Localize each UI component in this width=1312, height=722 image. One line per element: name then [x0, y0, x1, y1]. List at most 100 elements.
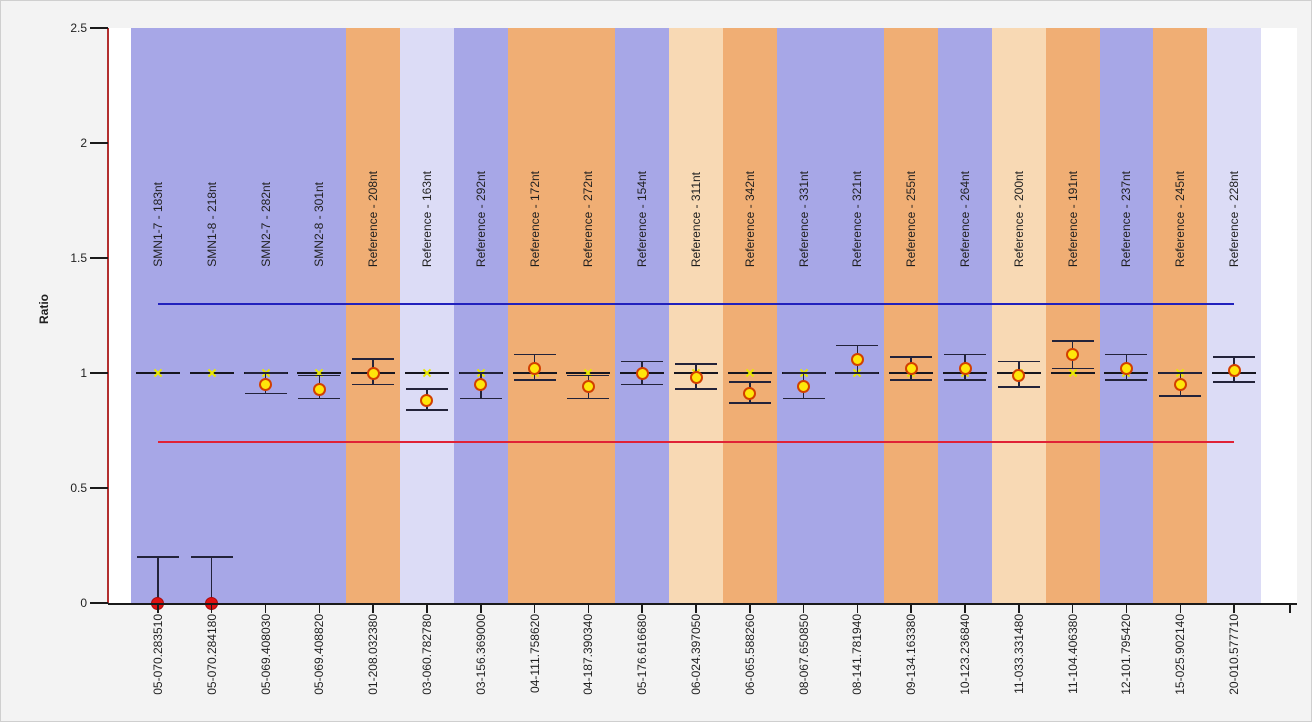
probe-label: Reference - 342nt [742, 170, 757, 267]
data-point-marker [581, 380, 595, 394]
data-point-marker [743, 387, 757, 401]
error-bar-cap-bottom [1105, 379, 1148, 381]
error-bar-cap-top [136, 556, 179, 558]
x-tick-label: 05-069.408820 [312, 614, 327, 695]
probe-label: SMN2-8 - 301nt [312, 182, 327, 267]
probe-band [400, 28, 455, 603]
expected-ratio-marker [422, 368, 432, 378]
error-bar-cap-top [405, 388, 448, 390]
x-tick [856, 603, 859, 613]
x-tick [749, 603, 751, 613]
probe-band [561, 28, 616, 603]
probe-band [669, 28, 724, 603]
y-tick [90, 27, 108, 29]
error-bar-cap-bottom [997, 386, 1040, 388]
x-tick [1233, 603, 1235, 613]
error-bar-cap-bottom [836, 372, 879, 374]
x-tick [533, 603, 536, 613]
x-tick-label: 08-141.781940 [850, 614, 865, 695]
lower-limit-line [157, 441, 1235, 443]
probe-band [722, 28, 778, 603]
x-tick-label: 01-208.032380 [366, 614, 381, 695]
error-bar-cap-bottom [352, 383, 395, 386]
error-bar-cap-top [513, 353, 556, 356]
error-bar-cap-bottom [513, 379, 556, 381]
x-tick [1071, 603, 1074, 613]
probe-band [238, 28, 293, 603]
error-bar-cap-bottom [944, 379, 987, 381]
error-bar-cap-bottom [890, 379, 933, 381]
x-tick [802, 603, 805, 613]
y-tick [90, 487, 108, 489]
probe-label: Reference - 255nt [904, 170, 919, 267]
probe-band [453, 28, 509, 603]
data-point-marker [474, 378, 488, 391]
error-bar-cap-top [836, 344, 879, 347]
error-bar-cap-top [1051, 340, 1094, 342]
probe-label: Reference - 292nt [473, 170, 488, 267]
probe-label: SMN1-8 - 218nt [204, 182, 219, 267]
probe-band [615, 28, 670, 603]
x-tick-label: 06-024.397050 [689, 614, 703, 695]
error-bar-cap-bottom [1051, 367, 1094, 370]
probe-band [776, 28, 831, 603]
probe-label: Reference - 321nt [850, 170, 865, 267]
probe-label: Reference - 272nt [581, 170, 596, 267]
y-tick-label: 1 [80, 366, 87, 380]
data-point-marker [1066, 348, 1080, 362]
probe-label: Reference - 245nt [1173, 170, 1188, 267]
error-bar-cap-top [621, 360, 664, 363]
x-tick [480, 603, 482, 613]
error-bar-cap-bottom [567, 397, 610, 400]
probe-band [830, 28, 885, 603]
data-point-marker [689, 371, 703, 385]
y-tick-label: 2.5 [70, 21, 87, 35]
error-bar-cap-top [298, 374, 341, 377]
x-tick-label: 05-176.616680 [635, 614, 650, 695]
expected-ratio-marker [153, 368, 163, 378]
data-point-marker [420, 394, 434, 408]
x-tick [264, 603, 267, 613]
y-tick [90, 142, 108, 144]
x-tick-label: 12-101.795420 [1119, 614, 1134, 695]
data-point-marker [1173, 378, 1187, 391]
error-bar-cap-top [728, 381, 771, 383]
error-bar-cap-top [1159, 372, 1202, 374]
error-bar-cap-top [459, 372, 502, 374]
x-tick [641, 603, 643, 613]
data-point-marker [259, 378, 273, 391]
y-axis-title: Ratio [37, 294, 51, 324]
x-tick [210, 603, 213, 613]
error-bar-cap-top [352, 358, 395, 360]
x-tick-label: 03-156.369000 [473, 614, 488, 695]
data-point-marker [312, 382, 326, 396]
error-bar-cap-top [190, 556, 233, 558]
error-bar-cap-top [782, 372, 825, 374]
error-bar-cap-top [567, 374, 610, 377]
x-tick-label: 11-033.331480 [1011, 614, 1026, 694]
error-bar-cap-bottom [244, 392, 287, 395]
data-point-marker [1119, 361, 1133, 375]
error-bar-cap-bottom [459, 397, 502, 400]
x-tick-label: 10-123.236840 [958, 614, 973, 695]
x-tick-label: 04-111.758620 [527, 614, 542, 693]
error-bar-cap-top [1105, 353, 1148, 356]
x-tick-label: 05-070.284180 [204, 614, 219, 695]
x-tick-label: 09-134.163380 [904, 614, 919, 695]
probe-label: SMN2-7 - 282nt [258, 182, 273, 267]
probe-band [991, 28, 1047, 603]
probe-band [507, 28, 562, 603]
x-tick [157, 603, 159, 613]
x-tick-label: 05-069.408030 [258, 614, 273, 695]
y-tick-label: 0 [80, 596, 87, 610]
probe-band [1045, 28, 1101, 603]
x-tick-label: 20-010.577710 [1227, 614, 1242, 695]
data-point-marker [850, 352, 864, 366]
error-bar-cap-bottom [298, 397, 341, 400]
probe-band [1207, 28, 1262, 603]
error-bar-vertical [210, 557, 213, 603]
x-tick-label: 05-070.283510 [150, 614, 165, 695]
error-bar-vertical [157, 557, 159, 603]
x-tick [1018, 603, 1020, 613]
